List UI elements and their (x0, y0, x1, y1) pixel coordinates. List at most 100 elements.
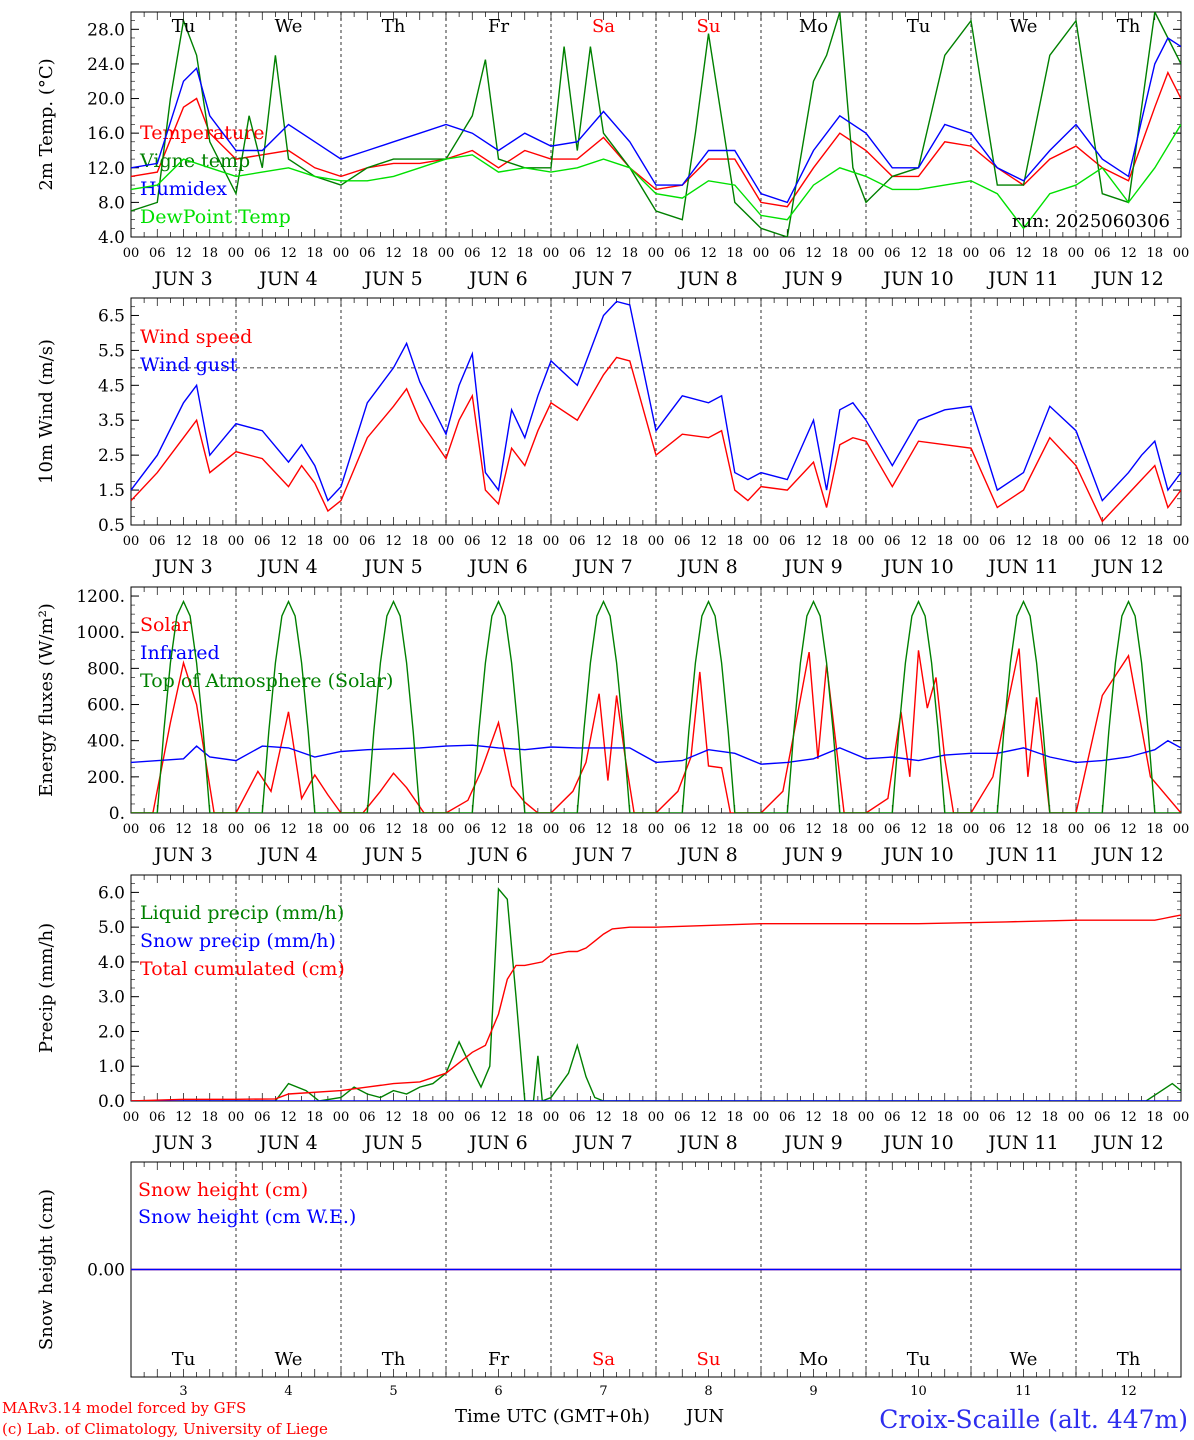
hour-label: 06 (779, 822, 796, 837)
y-tick-label: 6.5 (98, 306, 125, 326)
hour-label: 18 (201, 246, 218, 261)
y-tick-label: 6.0 (98, 883, 125, 903)
date-label: JUN 12 (1091, 844, 1163, 866)
hour-label: 00 (228, 822, 245, 837)
hour-label: 00 (963, 246, 980, 261)
day-abbr: Sa (592, 1349, 615, 1370)
date-label: JUN 3 (152, 1132, 212, 1154)
hour-label: 12 (910, 534, 927, 549)
hour-label: 18 (201, 1110, 218, 1125)
hour-label: 18 (621, 822, 638, 837)
hour-label: 00 (1173, 246, 1190, 261)
series-line-wind-speed (131, 356, 1181, 523)
hour-label: 00 (1068, 246, 1085, 261)
date-label: JUN 9 (782, 844, 842, 866)
day-abbr: We (1010, 1349, 1038, 1370)
hour-label: 06 (359, 822, 376, 837)
y-tick-label: 2.5 (98, 446, 125, 466)
hour-label: 18 (1041, 246, 1058, 261)
hour-label: 12 (280, 534, 297, 549)
day-abbr: Mo (799, 1349, 828, 1370)
y-tick-label: 3.0 (98, 988, 125, 1008)
day-abbr: Mo (799, 16, 828, 37)
date-number: 11 (1015, 1384, 1032, 1399)
date-number: 4 (284, 1384, 292, 1399)
date-label: JUN 4 (257, 1132, 317, 1154)
y-tick-label: 5.0 (98, 918, 125, 938)
date-label: JUN 7 (572, 556, 632, 578)
hour-label: 18 (306, 246, 323, 261)
hour-label: 12 (595, 246, 612, 261)
hour-label: 12 (490, 534, 507, 549)
hour-label: 06 (989, 534, 1006, 549)
hour-label: 06 (254, 822, 271, 837)
hour-label: 18 (516, 534, 533, 549)
hour-label: 00 (858, 822, 875, 837)
hour-label: 12 (910, 1110, 927, 1125)
hour-label: 18 (621, 1110, 638, 1125)
hour-label: 18 (306, 822, 323, 837)
date-label: JUN 9 (782, 556, 842, 578)
hour-label: 12 (805, 822, 822, 837)
hour-label: 12 (1015, 534, 1032, 549)
hour-label: 18 (516, 1110, 533, 1125)
hour-label: 00 (963, 1110, 980, 1125)
hour-label: 06 (569, 246, 586, 261)
hour-label: 06 (674, 822, 691, 837)
hour-label: 12 (910, 246, 927, 261)
hour-label: 12 (1120, 1110, 1137, 1125)
hour-label: 00 (1173, 822, 1190, 837)
legend-entry: Vigne temp (139, 150, 250, 172)
date-label: JUN 10 (881, 1132, 953, 1154)
hour-label: 00 (333, 1110, 350, 1125)
day-abbr: Fr (488, 16, 509, 37)
y-tick-label: 2.0 (98, 1022, 125, 1042)
hour-label: 00 (543, 534, 560, 549)
series-line-top-of-atmosphere-solar- (131, 599, 1181, 813)
hour-label: 12 (805, 534, 822, 549)
legend-entry: Snow height (cm W.E.) (138, 1206, 356, 1228)
date-label: JUN 8 (677, 844, 737, 866)
day-abbr: We (275, 1349, 303, 1370)
date-label: JUN 8 (677, 556, 737, 578)
date-number: 7 (599, 1384, 607, 1399)
hour-label: 00 (333, 246, 350, 261)
date-number: 8 (704, 1384, 712, 1399)
hour-label: 06 (674, 534, 691, 549)
hour-label: 00 (123, 534, 140, 549)
hour-label: 18 (201, 534, 218, 549)
hour-label: 00 (438, 246, 455, 261)
hour-label: 12 (175, 534, 192, 549)
y-tick-label: 600. (87, 696, 125, 716)
hour-label: 06 (779, 534, 796, 549)
series-line-humidex (131, 36, 1181, 204)
day-abbr: Su (697, 16, 721, 37)
date-label: JUN 7 (572, 1132, 632, 1154)
hour-label: 18 (1146, 822, 1163, 837)
date-label: JUN 8 (677, 268, 737, 290)
hour-label: 00 (858, 1110, 875, 1125)
station-name: Croix-Scaille (alt. 447m) (879, 1405, 1188, 1434)
hour-label: 00 (1173, 534, 1190, 549)
y-axis-label: Snow height (cm) (36, 1189, 57, 1350)
hour-label: 12 (1120, 822, 1137, 837)
hour-label: 06 (359, 534, 376, 549)
y-tick-label: 200. (87, 768, 125, 788)
series-line-total-cumulated-cm- (131, 914, 1181, 1101)
hour-label: 00 (753, 1110, 770, 1125)
day-abbr: We (1010, 16, 1038, 37)
date-label: JUN 11 (986, 1132, 1058, 1154)
hour-label: 00 (123, 1110, 140, 1125)
legend-entry: Humidex (140, 178, 227, 200)
series-line-vigne-temp (131, 12, 1181, 237)
run-annotation: run: 2025060306 (1012, 211, 1170, 232)
hour-label: 06 (1094, 1110, 1111, 1125)
date-label: JUN 7 (572, 844, 632, 866)
date-label: JUN 5 (362, 1132, 422, 1154)
hour-label: 12 (1120, 534, 1137, 549)
y-tick-label: 12.0 (87, 159, 125, 179)
hour-label: 00 (438, 534, 455, 549)
hour-label: 06 (149, 246, 166, 261)
y-tick-label: 8.0 (98, 193, 125, 213)
